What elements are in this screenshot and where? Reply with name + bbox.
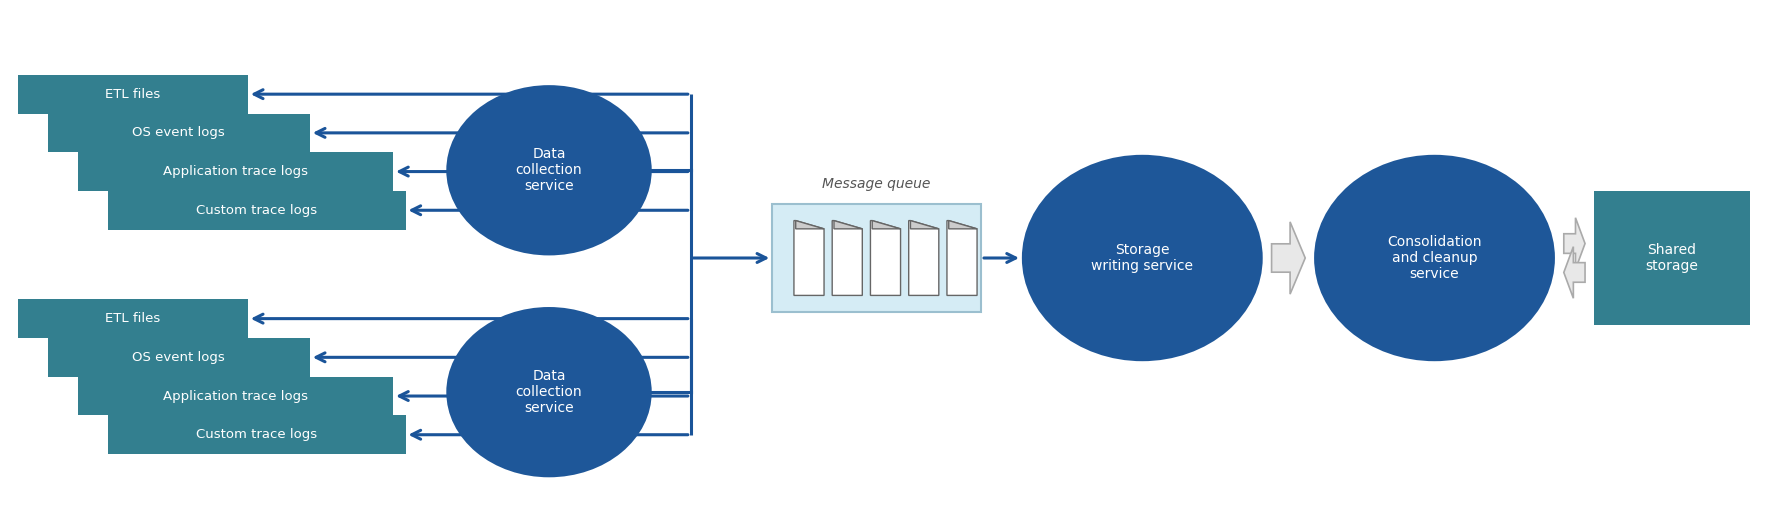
Polygon shape xyxy=(871,221,900,295)
Polygon shape xyxy=(832,221,862,295)
Text: Custom trace logs: Custom trace logs xyxy=(197,428,317,441)
FancyBboxPatch shape xyxy=(78,377,393,415)
Text: ETL files: ETL files xyxy=(104,312,161,325)
Polygon shape xyxy=(949,221,978,229)
Text: OS event logs: OS event logs xyxy=(133,126,225,139)
Ellipse shape xyxy=(446,307,652,477)
FancyBboxPatch shape xyxy=(1594,191,1750,325)
Text: Consolidation
and cleanup
service: Consolidation and cleanup service xyxy=(1387,235,1482,281)
FancyBboxPatch shape xyxy=(18,75,248,114)
FancyBboxPatch shape xyxy=(108,191,406,230)
FancyBboxPatch shape xyxy=(18,299,248,338)
Text: Data
collection
service: Data collection service xyxy=(515,369,583,415)
Polygon shape xyxy=(947,221,978,295)
FancyBboxPatch shape xyxy=(48,114,310,152)
Text: Data
collection
service: Data collection service xyxy=(515,147,583,194)
FancyBboxPatch shape xyxy=(108,415,406,454)
Text: Message queue: Message queue xyxy=(822,177,932,191)
Polygon shape xyxy=(871,221,900,229)
Polygon shape xyxy=(1564,218,1585,269)
Polygon shape xyxy=(910,221,939,229)
Ellipse shape xyxy=(1314,155,1555,361)
FancyBboxPatch shape xyxy=(78,152,393,191)
Text: Storage
writing service: Storage writing service xyxy=(1091,243,1194,273)
Text: ETL files: ETL files xyxy=(104,88,161,101)
Polygon shape xyxy=(795,221,824,229)
Polygon shape xyxy=(793,221,824,295)
FancyBboxPatch shape xyxy=(772,204,981,312)
Ellipse shape xyxy=(446,85,652,255)
Polygon shape xyxy=(834,221,862,229)
Text: Custom trace logs: Custom trace logs xyxy=(197,204,317,217)
Polygon shape xyxy=(1564,247,1585,298)
Ellipse shape xyxy=(1022,155,1263,361)
Text: Application trace logs: Application trace logs xyxy=(163,165,308,178)
Text: OS event logs: OS event logs xyxy=(133,351,225,364)
Polygon shape xyxy=(909,221,939,295)
Text: Application trace logs: Application trace logs xyxy=(163,390,308,402)
Polygon shape xyxy=(1272,222,1305,294)
FancyBboxPatch shape xyxy=(48,338,310,377)
Text: Shared
storage: Shared storage xyxy=(1645,243,1698,273)
